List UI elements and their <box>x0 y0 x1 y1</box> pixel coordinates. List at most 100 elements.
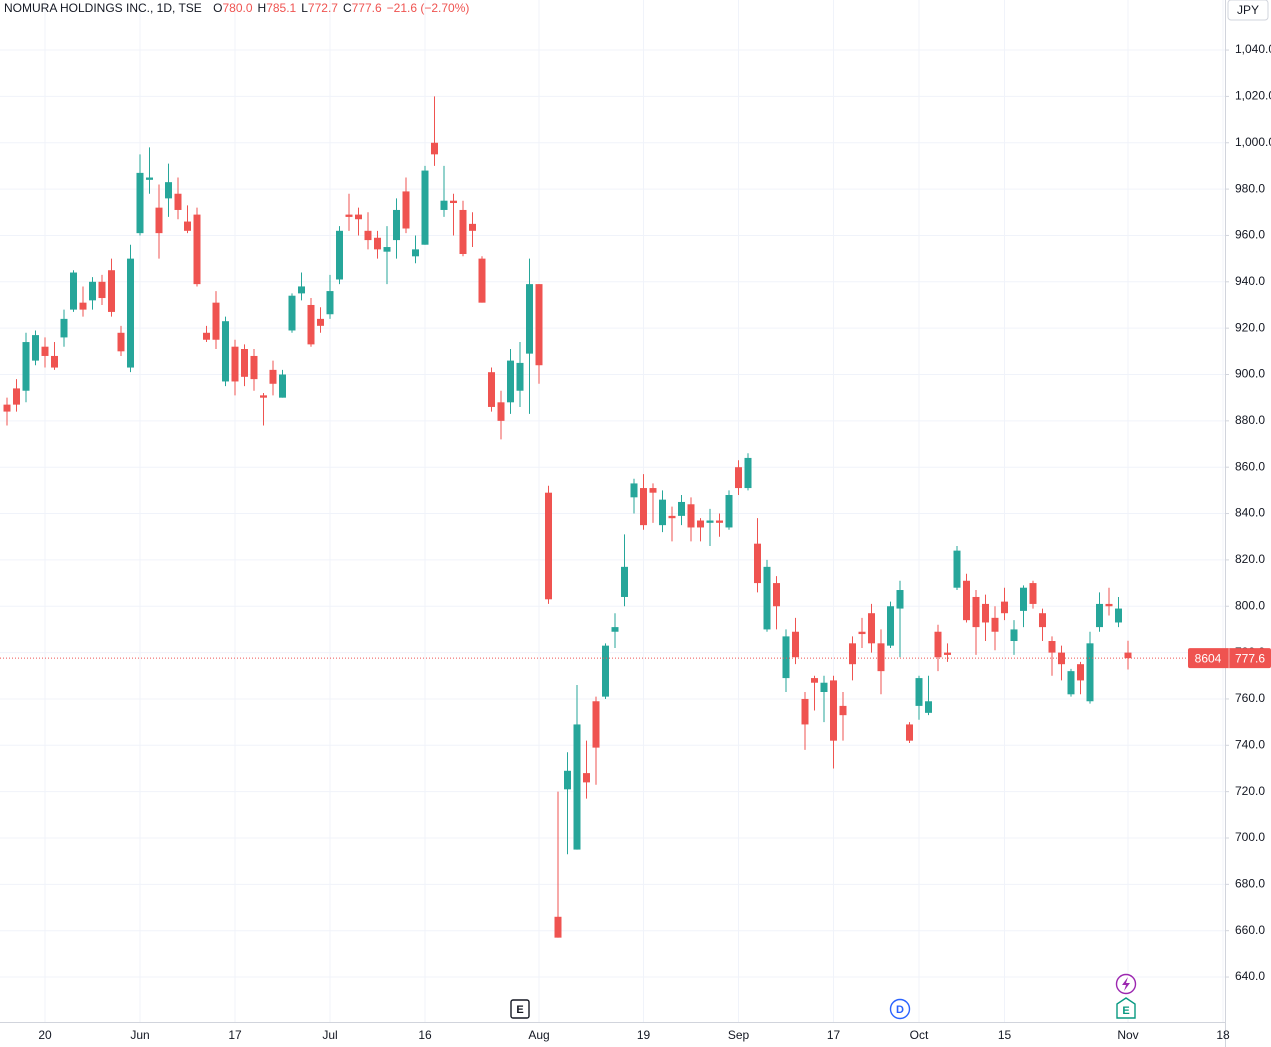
candle-body <box>1058 652 1065 665</box>
grid <box>0 0 1225 1022</box>
legend-value: 785.1 <box>266 1 296 15</box>
candle-body <box>1096 603 1103 628</box>
y-tick-label: 880.0 <box>1235 413 1265 427</box>
candle-body <box>697 520 704 528</box>
plot <box>0 96 1225 938</box>
candle-body <box>906 724 913 741</box>
y-tick-label: 920.0 <box>1235 320 1265 334</box>
event-marker[interactable] <box>1116 997 1136 1019</box>
event-marker[interactable] <box>510 999 530 1019</box>
candle-body <box>573 724 581 850</box>
candle-body <box>792 631 799 658</box>
candle-body <box>117 332 125 352</box>
candle-body <box>630 483 638 498</box>
x-tick-label: 15 <box>998 1028 1012 1042</box>
candle-body <box>402 191 410 229</box>
candle-body <box>193 214 201 285</box>
candle-body <box>260 395 267 398</box>
candle-body <box>811 678 818 683</box>
candle-body <box>288 295 296 331</box>
event-label[interactable]: E <box>516 1004 523 1016</box>
candle-body <box>165 182 172 199</box>
y-tick-label: 1,040.0 <box>1235 42 1271 56</box>
candle-body <box>79 302 87 310</box>
candle-body <box>934 631 942 658</box>
x-tick-label: Sep <box>728 1028 750 1042</box>
y-tick-label: 900.0 <box>1235 367 1265 381</box>
candle-body <box>478 258 486 303</box>
candle-body <box>393 209 400 241</box>
candle-body <box>896 590 904 609</box>
candle-body <box>421 170 429 245</box>
candle-body <box>535 284 543 366</box>
candle-body <box>307 304 315 345</box>
currency-box[interactable] <box>1227 0 1269 21</box>
candle-body <box>602 645 609 697</box>
x-tick-label: 18 <box>1216 1028 1230 1042</box>
candle-body <box>203 332 210 340</box>
candle-body <box>355 214 362 220</box>
x-tick-label: Nov <box>1117 1028 1138 1042</box>
x-tick-label: 20 <box>38 1028 52 1042</box>
event-marker[interactable] <box>889 998 911 1020</box>
legend-change: −21.6 (−2.70%) <box>387 1 470 15</box>
candle-body <box>383 247 391 252</box>
candle-body <box>374 237 381 250</box>
candle-body <box>668 515 676 519</box>
y-tick-label: 800.0 <box>1235 598 1265 612</box>
y-tick-label: 760.0 <box>1235 691 1265 705</box>
symbol-code: 8604 <box>1195 651 1222 665</box>
axes: 640.0660.0680.0700.0720.0740.0760.0780.0… <box>38 42 1271 1042</box>
y-tick-label: 960.0 <box>1235 228 1265 242</box>
x-tick-label: Jul <box>322 1028 337 1042</box>
candle-body <box>450 200 457 204</box>
candle-body <box>868 613 875 644</box>
x-tick-label: 17 <box>228 1028 242 1042</box>
chart-title: NOMURA HOLDINGS INC., 1D, TSE <box>4 1 202 15</box>
y-tick-label: 840.0 <box>1235 506 1265 520</box>
candle-body <box>963 580 970 621</box>
candle-body <box>326 291 334 315</box>
y-tick-label: 940.0 <box>1235 274 1265 288</box>
y-tick-label: 820.0 <box>1235 552 1265 566</box>
candle-body <box>801 698 809 725</box>
candle-body <box>279 374 286 398</box>
x-tick-label: 17 <box>827 1028 841 1042</box>
candle-body <box>507 360 514 403</box>
candle-body <box>317 318 324 326</box>
candle-body <box>1001 601 1008 614</box>
event-label[interactable]: E <box>1122 1005 1129 1017</box>
candle-body <box>70 272 77 310</box>
candle-body <box>222 321 229 382</box>
candle-body <box>497 402 505 421</box>
candle-body <box>972 596 980 628</box>
candle-body <box>269 369 277 384</box>
y-tick-label: 740.0 <box>1235 737 1265 751</box>
y-tick-label: 680.0 <box>1235 877 1265 891</box>
lightning-icon <box>1122 977 1130 991</box>
candle-body <box>782 636 790 679</box>
candle-body <box>459 209 467 254</box>
candle-body <box>839 705 847 716</box>
candle-body <box>345 214 353 217</box>
legend-key: L <box>301 1 308 15</box>
y-tick-label: 860.0 <box>1235 459 1265 473</box>
candle-body <box>431 142 438 155</box>
candle-body <box>412 249 419 257</box>
candle-body <box>659 499 666 526</box>
y-tick-label: 700.0 <box>1235 830 1265 844</box>
y-tick-label: 1,020.0 <box>1235 89 1271 103</box>
candle-body <box>1124 652 1132 659</box>
candle-body <box>51 355 58 368</box>
candle-body <box>1105 603 1113 607</box>
y-tick-label: 720.0 <box>1235 784 1265 798</box>
candle-body <box>13 388 20 405</box>
candle-body <box>678 501 685 516</box>
candle-body <box>583 773 590 783</box>
event-label[interactable]: D <box>896 1004 904 1016</box>
candle-body <box>621 566 628 597</box>
currency[interactable]: JPY <box>1237 3 1259 17</box>
candle-body <box>545 492 552 600</box>
